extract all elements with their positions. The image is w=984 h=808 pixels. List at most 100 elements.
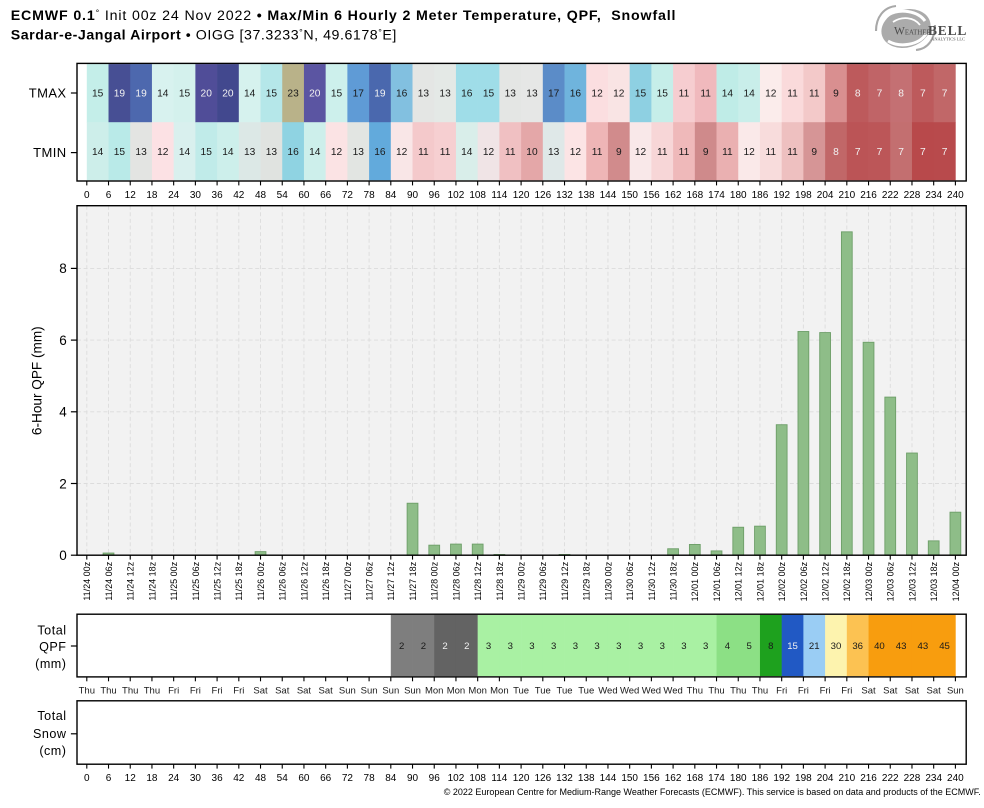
svg-text:Sun: Sun [339, 685, 356, 696]
svg-text:11: 11 [657, 147, 668, 158]
svg-text:43: 43 [917, 641, 928, 652]
svg-text:13: 13 [353, 147, 365, 158]
svg-text:2: 2 [59, 476, 67, 491]
svg-text:240: 240 [947, 190, 964, 201]
svg-text:11: 11 [418, 147, 429, 158]
svg-text:11/25 18z: 11/25 18z [234, 561, 244, 600]
svg-text:108: 108 [469, 773, 486, 784]
svg-text:16: 16 [287, 147, 299, 158]
svg-text:12/01 06z: 12/01 06z [712, 561, 722, 601]
svg-text:Total: Total [37, 709, 66, 723]
svg-text:216: 216 [860, 773, 877, 784]
svg-text:19: 19 [374, 89, 386, 100]
svg-text:90: 90 [407, 773, 419, 784]
svg-text:42: 42 [233, 190, 245, 201]
svg-text:Fri: Fri [212, 685, 223, 696]
svg-text:11: 11 [679, 147, 690, 158]
svg-text:11/30 12z: 11/30 12z [647, 561, 657, 600]
svg-text:11: 11 [766, 147, 777, 158]
svg-text:132: 132 [556, 190, 573, 201]
svg-text:54: 54 [277, 773, 289, 784]
svg-text:9: 9 [703, 147, 709, 158]
svg-text:174: 174 [708, 773, 725, 784]
svg-text:12/04 00z: 12/04 00z [951, 561, 961, 601]
svg-text:17: 17 [548, 89, 560, 100]
svg-text:© 2022 European Centre for Med: © 2022 European Centre for Medium-Range … [444, 787, 981, 797]
svg-text:198: 198 [795, 190, 812, 201]
svg-text:Tue: Tue [513, 685, 529, 696]
svg-text:20: 20 [222, 89, 234, 100]
svg-text:78: 78 [364, 190, 376, 201]
svg-text:Fri: Fri [233, 685, 244, 696]
svg-text:228: 228 [904, 773, 921, 784]
svg-text:14: 14 [157, 89, 169, 100]
svg-text:11/30 06z: 11/30 06z [625, 561, 635, 600]
svg-text:102: 102 [448, 190, 465, 201]
svg-text:8: 8 [833, 147, 839, 158]
svg-text:11/29 18z: 11/29 18z [582, 561, 592, 600]
svg-text:42: 42 [233, 773, 245, 784]
svg-text:144: 144 [600, 190, 617, 201]
svg-text:108: 108 [469, 190, 486, 201]
svg-text:Wed: Wed [620, 685, 639, 696]
svg-text:20: 20 [309, 89, 321, 100]
svg-text:36: 36 [212, 190, 224, 201]
svg-text:162: 162 [665, 190, 682, 201]
svg-text:Sun: Sun [404, 685, 421, 696]
svg-text:Fri: Fri [168, 685, 179, 696]
svg-text:Snow: Snow [33, 727, 67, 741]
svg-text:12/03 06z: 12/03 06z [886, 561, 896, 601]
svg-text:11/29 06z: 11/29 06z [538, 561, 548, 600]
svg-text:3: 3 [594, 641, 599, 652]
svg-text:204: 204 [817, 190, 834, 201]
svg-text:15: 15 [92, 89, 104, 100]
svg-text:14: 14 [722, 89, 734, 100]
svg-text:21: 21 [809, 641, 820, 652]
svg-text:3: 3 [529, 641, 534, 652]
svg-text:QPF: QPF [39, 640, 66, 654]
svg-text:11: 11 [787, 147, 798, 158]
svg-text:11/27 12z: 11/27 12z [386, 561, 396, 600]
svg-text:84: 84 [385, 773, 397, 784]
svg-text:12: 12 [331, 147, 343, 158]
svg-text:Sat: Sat [253, 685, 268, 696]
svg-text:Thu: Thu [100, 685, 116, 696]
svg-text:TMAX: TMAX [29, 86, 67, 101]
svg-text:114: 114 [491, 773, 507, 784]
svg-text:132: 132 [556, 773, 573, 784]
svg-text:12/01 12z: 12/01 12z [734, 561, 744, 601]
svg-text:16: 16 [570, 89, 582, 100]
svg-text:Sat: Sat [927, 685, 942, 696]
svg-text:3: 3 [638, 641, 643, 652]
svg-text:Sun: Sun [382, 685, 399, 696]
svg-text:12: 12 [125, 190, 137, 201]
svg-text:11: 11 [679, 89, 690, 100]
svg-text:12: 12 [743, 147, 755, 158]
svg-text:3: 3 [681, 641, 686, 652]
svg-text:Sat: Sat [297, 685, 312, 696]
svg-text:138: 138 [578, 190, 595, 201]
svg-text:13: 13 [135, 147, 147, 158]
svg-text:Sun: Sun [947, 685, 964, 696]
svg-text:Tue: Tue [557, 685, 573, 696]
svg-text:150: 150 [621, 773, 638, 784]
svg-text:3: 3 [660, 641, 665, 652]
svg-text:15: 15 [114, 147, 126, 158]
svg-text:40: 40 [874, 641, 885, 652]
svg-text:15: 15 [331, 89, 343, 100]
svg-text:13: 13 [505, 89, 517, 100]
svg-text:7: 7 [942, 147, 948, 158]
svg-text:6-Hour QPF (mm): 6-Hour QPF (mm) [30, 326, 45, 435]
svg-text:19: 19 [114, 89, 126, 100]
svg-text:12/02 00z: 12/02 00z [777, 561, 787, 601]
svg-text:16: 16 [374, 147, 386, 158]
svg-text:7: 7 [920, 147, 926, 158]
svg-text:10: 10 [526, 147, 538, 158]
svg-text:222: 222 [882, 190, 899, 201]
svg-text:120: 120 [513, 773, 530, 784]
svg-text:(cm): (cm) [39, 744, 66, 758]
svg-text:12: 12 [483, 147, 495, 158]
svg-text:Mon: Mon [425, 685, 443, 696]
svg-text:12/02 12z: 12/02 12z [821, 561, 831, 601]
svg-text:18: 18 [146, 773, 158, 784]
